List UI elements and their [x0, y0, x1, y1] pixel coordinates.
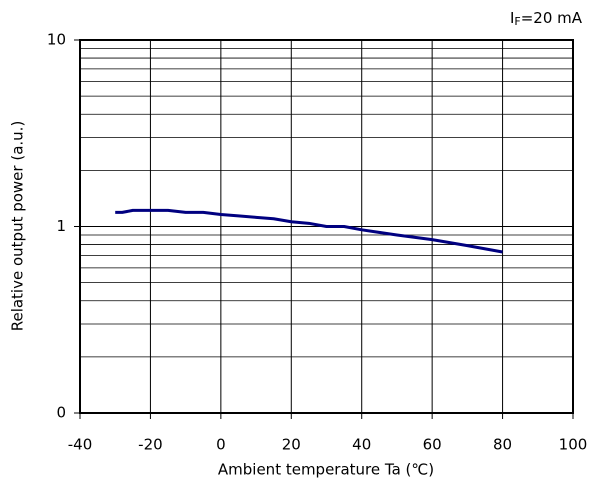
- plot-frame: [79, 39, 574, 414]
- x-tick-label: 40: [352, 436, 371, 454]
- annotation-main: I: [510, 9, 514, 27]
- x-tick-label: 20: [282, 436, 301, 454]
- annotation: IF=20 mA: [510, 9, 583, 29]
- y-axis-label: Relative output power (a.u.): [9, 121, 27, 332]
- annotation-sub: F: [514, 15, 520, 28]
- y-tick-label: 1: [56, 217, 66, 235]
- x-tick-label: 0: [216, 436, 226, 454]
- y-tick-label: 0: [56, 404, 66, 422]
- x-tick-label: -40: [68, 436, 93, 454]
- x-axis-label: Ambient temperature Ta (℃): [218, 461, 434, 479]
- y-tick-label: 10: [47, 31, 66, 49]
- x-tick-label: 100: [559, 436, 588, 454]
- x-tick-label: -20: [138, 436, 163, 454]
- data-line: [115, 208, 503, 254]
- annotation-rest: =20 mA: [521, 9, 583, 27]
- x-tick-label: 60: [423, 436, 442, 454]
- x-tick-label: 80: [493, 436, 512, 454]
